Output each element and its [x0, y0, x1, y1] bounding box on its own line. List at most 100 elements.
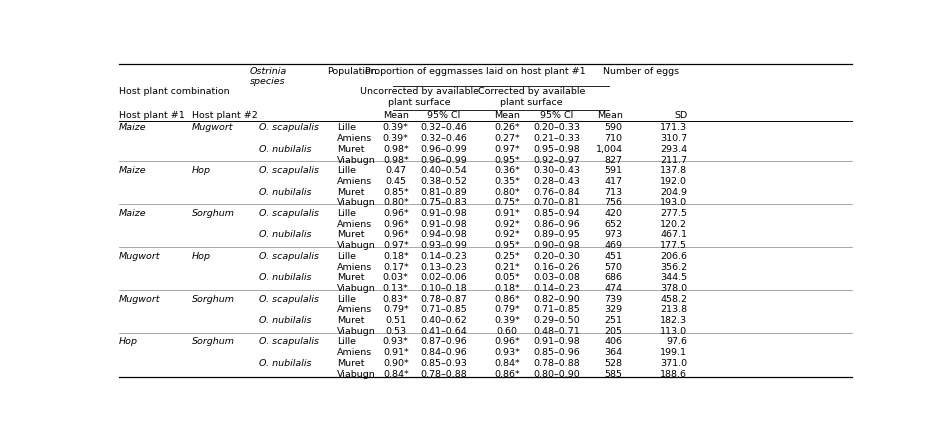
Text: 713: 713 — [604, 187, 622, 197]
Text: 0.03–0.08: 0.03–0.08 — [533, 273, 580, 282]
Text: 0.85–0.96: 0.85–0.96 — [533, 348, 580, 357]
Text: 0.96*: 0.96* — [383, 220, 409, 229]
Text: 0.98*: 0.98* — [383, 156, 409, 165]
Text: 827: 827 — [604, 156, 622, 165]
Text: Maize: Maize — [119, 166, 147, 175]
Text: 113.0: 113.0 — [660, 327, 688, 336]
Text: 585: 585 — [604, 370, 622, 378]
Text: 0.93*: 0.93* — [494, 348, 520, 357]
Text: 0.39*: 0.39* — [494, 316, 520, 325]
Text: O. scapulalis: O. scapulalis — [259, 209, 319, 218]
Text: 171.3: 171.3 — [660, 123, 688, 132]
Text: 251: 251 — [604, 316, 622, 325]
Text: Lille: Lille — [337, 295, 356, 304]
Text: 0.78–0.88: 0.78–0.88 — [533, 359, 580, 368]
Text: O. nubilalis: O. nubilalis — [259, 187, 312, 197]
Text: 344.5: 344.5 — [660, 273, 688, 282]
Text: Host plant #2: Host plant #2 — [192, 111, 258, 120]
Text: Amiens: Amiens — [337, 348, 372, 357]
Text: 590: 590 — [604, 123, 622, 132]
Text: Lille: Lille — [337, 166, 356, 175]
Text: 0.98*: 0.98* — [383, 145, 409, 154]
Text: O. scapulalis: O. scapulalis — [259, 252, 319, 261]
Text: Maize: Maize — [119, 209, 147, 218]
Text: 0.48–0.71: 0.48–0.71 — [533, 327, 580, 336]
Text: 0.84*: 0.84* — [383, 370, 409, 378]
Text: 1,004: 1,004 — [596, 145, 622, 154]
Text: 0.92–0.97: 0.92–0.97 — [533, 156, 580, 165]
Text: Amiens: Amiens — [337, 134, 372, 143]
Text: 0.91*: 0.91* — [494, 209, 520, 218]
Text: 0.21–0.33: 0.21–0.33 — [533, 134, 580, 143]
Text: Mugwort: Mugwort — [119, 295, 161, 304]
Text: Viabugn: Viabugn — [337, 156, 376, 165]
Text: 652: 652 — [604, 220, 622, 229]
Text: 0.17*: 0.17* — [383, 263, 409, 271]
Text: 0.92*: 0.92* — [494, 220, 520, 229]
Text: 293.4: 293.4 — [660, 145, 688, 154]
Text: 0.26*: 0.26* — [494, 123, 520, 132]
Text: 570: 570 — [604, 263, 622, 271]
Text: 0.92*: 0.92* — [494, 230, 520, 239]
Text: 193.0: 193.0 — [660, 198, 688, 207]
Text: Host plant combination: Host plant combination — [119, 87, 230, 97]
Text: 0.95–0.98: 0.95–0.98 — [533, 145, 580, 154]
Text: Lille: Lille — [337, 252, 356, 261]
Text: Viabugn: Viabugn — [337, 198, 376, 207]
Text: 0.78–0.88: 0.78–0.88 — [420, 370, 467, 378]
Text: 97.6: 97.6 — [666, 337, 688, 347]
Text: 95% CI: 95% CI — [427, 111, 460, 120]
Text: 0.78–0.87: 0.78–0.87 — [420, 295, 467, 304]
Text: 213.8: 213.8 — [660, 305, 688, 314]
Text: Corrected by available
plant surface: Corrected by available plant surface — [478, 87, 585, 107]
Text: 0.84*: 0.84* — [494, 359, 520, 368]
Text: Sorghum: Sorghum — [192, 295, 235, 304]
Text: Amiens: Amiens — [337, 263, 372, 271]
Text: Hop: Hop — [192, 166, 211, 175]
Text: Host plant #1: Host plant #1 — [119, 111, 185, 120]
Text: 0.47: 0.47 — [385, 166, 406, 175]
Text: 0.40–0.62: 0.40–0.62 — [420, 316, 467, 325]
Text: 0.97*: 0.97* — [383, 241, 409, 250]
Text: 0.13–0.23: 0.13–0.23 — [420, 263, 467, 271]
Text: 204.9: 204.9 — [660, 187, 688, 197]
Text: 0.96–0.99: 0.96–0.99 — [420, 156, 467, 165]
Text: 0.85–0.94: 0.85–0.94 — [533, 209, 580, 218]
Text: 474: 474 — [604, 284, 622, 293]
Text: 0.80*: 0.80* — [494, 187, 520, 197]
Text: O. scapulalis: O. scapulalis — [259, 123, 319, 132]
Text: 371.0: 371.0 — [660, 359, 688, 368]
Text: Viabugn: Viabugn — [337, 327, 376, 336]
Text: 0.85*: 0.85* — [383, 187, 409, 197]
Text: 0.87–0.96: 0.87–0.96 — [420, 337, 467, 347]
Text: 137.8: 137.8 — [660, 166, 688, 175]
Text: 0.10–0.18: 0.10–0.18 — [420, 284, 467, 293]
Text: Muret: Muret — [337, 187, 365, 197]
Text: 0.91*: 0.91* — [383, 348, 409, 357]
Text: O. nubilalis: O. nubilalis — [259, 316, 312, 325]
Text: 0.81–0.89: 0.81–0.89 — [420, 187, 467, 197]
Text: 0.97*: 0.97* — [494, 145, 520, 154]
Text: 0.96*: 0.96* — [383, 209, 409, 218]
Text: 192.0: 192.0 — [660, 177, 688, 186]
Text: 0.18*: 0.18* — [383, 252, 409, 261]
Text: SD: SD — [674, 111, 688, 120]
Text: 0.20–0.33: 0.20–0.33 — [533, 123, 580, 132]
Text: 0.51: 0.51 — [385, 316, 406, 325]
Text: 0.80*: 0.80* — [383, 198, 409, 207]
Text: 0.86–0.96: 0.86–0.96 — [533, 220, 580, 229]
Text: 417: 417 — [604, 177, 622, 186]
Text: 469: 469 — [604, 241, 622, 250]
Text: 277.5: 277.5 — [660, 209, 688, 218]
Text: 0.90*: 0.90* — [383, 359, 409, 368]
Text: 0.96–0.99: 0.96–0.99 — [420, 145, 467, 154]
Text: 0.71–0.85: 0.71–0.85 — [420, 305, 467, 314]
Text: 0.79*: 0.79* — [383, 305, 409, 314]
Text: 0.05*: 0.05* — [494, 273, 520, 282]
Text: 177.5: 177.5 — [660, 241, 688, 250]
Text: 0.18*: 0.18* — [494, 284, 520, 293]
Text: Hop: Hop — [119, 337, 138, 347]
Text: 0.85–0.93: 0.85–0.93 — [420, 359, 467, 368]
Text: Hop: Hop — [192, 252, 211, 261]
Text: Muret: Muret — [337, 145, 365, 154]
